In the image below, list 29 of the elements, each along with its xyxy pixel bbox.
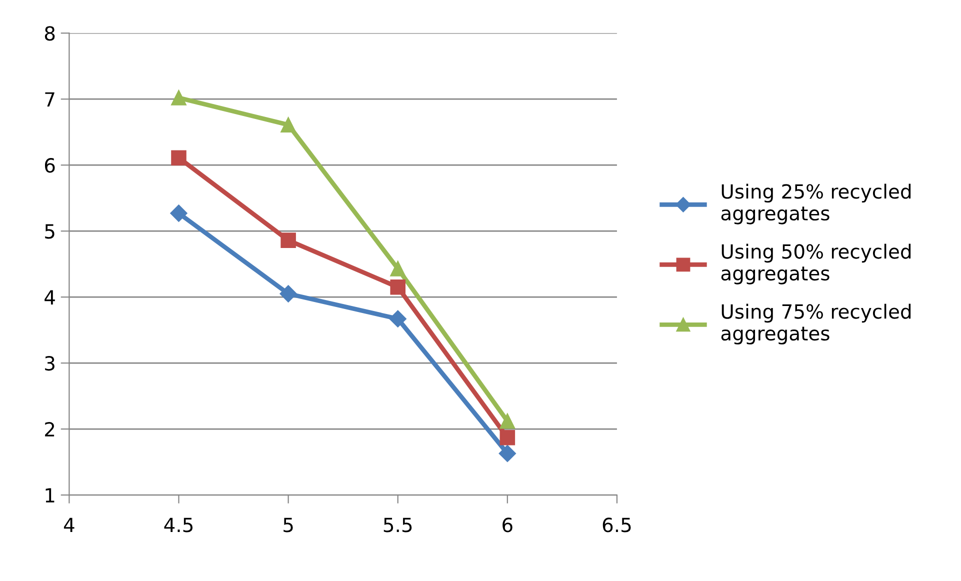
x-tick-label: 6 (502, 518, 512, 532)
y-tick-label: 2 (45, 422, 54, 436)
legend-label: Using 75% recycled aggregates (721, 304, 911, 344)
y-tick-label: 7 (45, 92, 54, 106)
point (390, 280, 406, 295)
point (389, 310, 406, 328)
y-tick-label: 8 (44, 26, 55, 41)
point (280, 117, 296, 132)
point (390, 261, 406, 276)
x-tick-label: 6.5 (602, 518, 631, 532)
point (171, 90, 186, 106)
point (500, 413, 516, 429)
legend-label: Using 50% recycled aggregates (721, 244, 911, 284)
point (498, 444, 516, 462)
x-tick-label: 5 (284, 518, 293, 532)
y-tick-label: 3 (45, 356, 54, 371)
y-tick-label: 6 (44, 158, 55, 173)
y-tick-label: 4 (44, 290, 55, 304)
point (280, 232, 296, 248)
y-tick-label: 1 (46, 488, 54, 502)
x-tick-label: 5.5 (384, 518, 412, 532)
point (500, 430, 516, 446)
point (171, 150, 186, 166)
point (170, 204, 188, 222)
point (280, 285, 297, 302)
x-tick-label: 4.5 (164, 518, 193, 532)
x-tick-label: 4 (64, 518, 74, 532)
y-tick-label: 5 (45, 224, 54, 239)
legend-label: Using 25% recycled aggregates (721, 184, 911, 224)
